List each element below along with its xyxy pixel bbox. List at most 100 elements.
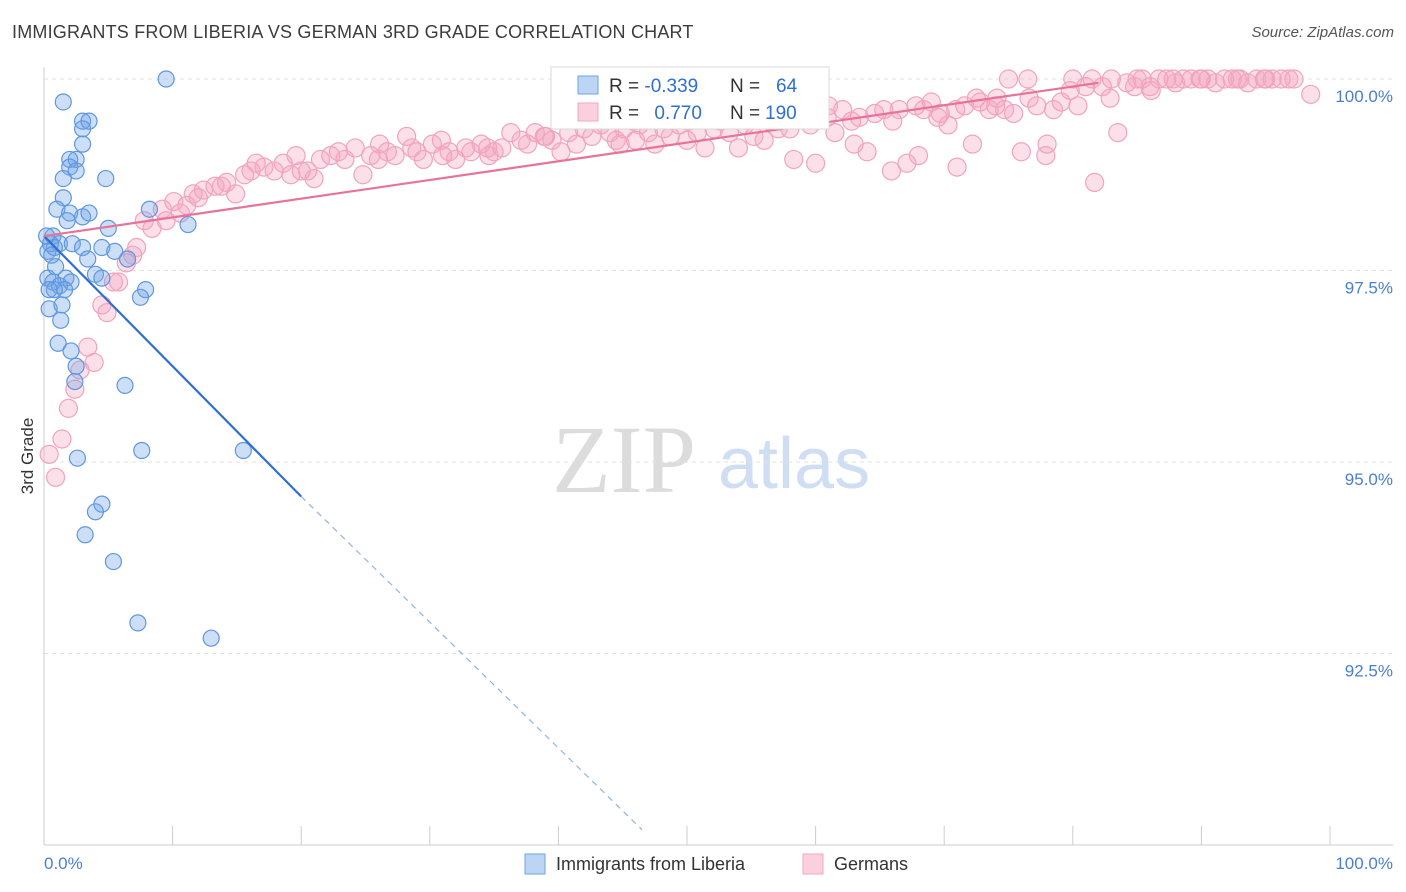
germans-point (246, 153, 266, 173)
germans-point (78, 337, 98, 357)
germans-point (1011, 142, 1031, 162)
liberia-point (116, 376, 134, 394)
germans-point (298, 161, 318, 181)
germans-point (492, 138, 512, 158)
germans-point (1279, 69, 1299, 89)
germans-point (1037, 134, 1057, 154)
liberia-point (179, 215, 197, 234)
liberia-point (106, 242, 124, 260)
germans-point (431, 130, 451, 150)
liberia-trendline-extension (300, 496, 643, 831)
germans-point (1222, 69, 1242, 89)
liberia-point (79, 250, 97, 268)
germans-point (456, 138, 476, 158)
germans-point (45, 467, 66, 487)
source-credit: Source: ZipAtlas.com (1251, 24, 1394, 41)
y-tick-label: 100.0% (1335, 87, 1393, 106)
liberia-point (131, 288, 150, 306)
germans-point (897, 153, 917, 173)
germans-point (1191, 69, 1212, 89)
series-legend-label-germans[interactable]: Germans (834, 854, 908, 874)
germans-point (413, 149, 433, 170)
series-legend-swatch-liberia[interactable] (524, 853, 546, 875)
germans-point (1043, 100, 1064, 120)
germans-point (1100, 88, 1120, 108)
germans-point (754, 130, 774, 150)
germans-point (1004, 103, 1024, 124)
germans-point (998, 69, 1019, 89)
germans-point (353, 165, 373, 185)
germans-point (368, 149, 388, 170)
germans-point (1301, 84, 1321, 104)
liberia-point (49, 334, 67, 352)
liberia-point (93, 238, 111, 257)
germans-point (370, 134, 390, 154)
germans-point (407, 142, 427, 162)
liberia-point (73, 135, 92, 153)
germans-point (728, 138, 749, 158)
x-axis-ticks (43, 826, 1331, 845)
germans-point (164, 191, 184, 212)
series-legend-label-liberia[interactable]: Immigrants from Liberia (556, 854, 746, 874)
germans-point (928, 107, 948, 127)
svg-text:N =: N = (730, 76, 760, 97)
germans-point (211, 176, 232, 196)
y-tick-label: 97.5% (1345, 279, 1393, 298)
legend-r-label-2: R = (609, 103, 644, 124)
germans-point (397, 126, 417, 147)
germans-point (108, 272, 129, 292)
germans-point (908, 146, 929, 166)
germans-point (1108, 123, 1128, 143)
germans-point (1085, 172, 1105, 193)
legend-n-value-1: 64 (776, 76, 798, 97)
y-tick-label: 92.5% (1345, 662, 1393, 681)
liberia-point (86, 503, 105, 521)
germans-point (883, 111, 903, 131)
germans-point (947, 157, 967, 177)
germans-point (1127, 69, 1147, 89)
germans-point (1227, 69, 1248, 89)
x-tick-label-max: 100.0% (1335, 854, 1393, 873)
y-tick-label: 95.0% (1345, 470, 1393, 489)
germans-point (805, 153, 826, 173)
liberia-point (54, 169, 72, 188)
legend-swatch-blue (577, 75, 599, 95)
germans-point (205, 176, 225, 196)
liberia-point (104, 552, 123, 571)
series-legend-swatch-germans[interactable] (802, 853, 824, 875)
germans-point (116, 253, 136, 273)
stats-legend: R = -0.339 N = 64 R = 0.770 N = 190 (550, 66, 830, 130)
liberia-point (40, 300, 58, 318)
germans-point (881, 161, 902, 181)
germans-point (478, 138, 498, 158)
liberia-point (54, 93, 72, 111)
legend-r-value-2: 0.770 (654, 103, 702, 124)
svg-text:R = 0.770: R = 0.770 (609, 103, 702, 124)
germans-point (97, 303, 117, 323)
liberia-point (157, 70, 175, 88)
axes (43, 67, 1393, 846)
liberia-point (234, 441, 252, 460)
germans-point (385, 146, 405, 166)
germans-point (784, 149, 804, 170)
liberia-point (118, 250, 137, 268)
germans-point (433, 146, 453, 166)
liberia-point (202, 629, 220, 647)
liberia-point (63, 235, 81, 253)
germans-point (1068, 96, 1088, 116)
germans-point (677, 130, 697, 150)
germans-point (286, 146, 306, 166)
watermark-atlas: atlas (718, 424, 870, 504)
liberia-point (97, 169, 115, 188)
series-legend: Immigrants from Liberia Germans (524, 853, 908, 875)
liberia-point (66, 372, 84, 391)
germans-point (844, 134, 864, 154)
germans-point (566, 134, 587, 154)
legend-r-label-1: R = (609, 76, 644, 97)
legend-swatch-pink (577, 102, 599, 122)
liberia-point (68, 449, 87, 467)
y-axis-tick-labels: 92.5% 95.0% 97.5% 100.0% (1335, 87, 1393, 681)
germans-point (58, 398, 79, 418)
germans-point (1101, 69, 1121, 89)
